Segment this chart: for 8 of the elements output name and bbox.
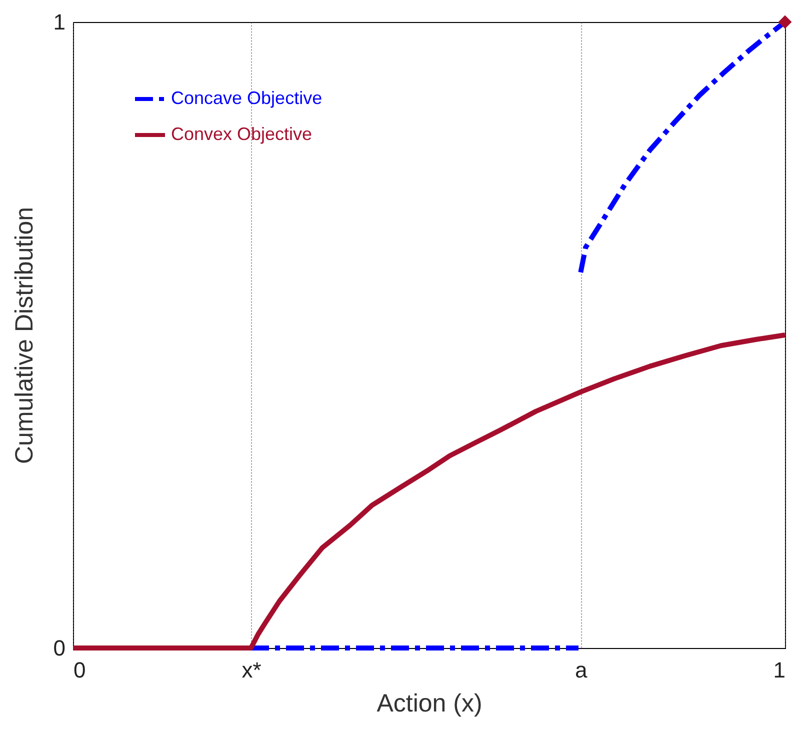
legend-label: Convex Objective — [171, 124, 312, 144]
x-tick-label: 0 — [74, 658, 86, 682]
x-tick-label: a — [575, 658, 588, 682]
x-tick-label: 1 — [773, 658, 786, 682]
x-tick-label: x* — [242, 658, 262, 682]
x-axis-title: Action (x) — [376, 690, 482, 718]
legend-label: Concave Objective — [171, 88, 322, 108]
y-axis-title: Cumulative Distribution — [10, 206, 38, 464]
